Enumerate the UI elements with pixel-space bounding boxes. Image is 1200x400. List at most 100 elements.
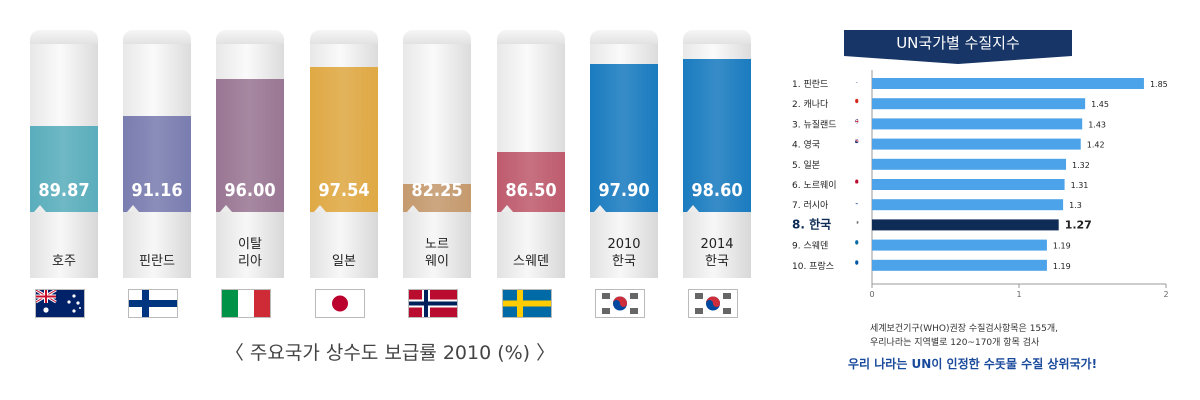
bar-value-label: 1.85 <box>1150 80 1168 89</box>
france-flag-icon <box>855 260 859 265</box>
label-notch <box>314 205 326 212</box>
canada-flag-icon <box>855 98 859 104</box>
tube-bar: 97.90 2010 한국 <box>590 30 658 278</box>
tube-bar: 91.16 핀란드 <box>123 30 191 278</box>
tube-label-panel <box>216 212 284 278</box>
russia-flag-icon <box>855 199 859 205</box>
bar-value-label: 1.3 <box>1069 201 1082 210</box>
bar-value-label: 1.42 <box>1087 141 1105 150</box>
bar-category-label: 10. 프랑스 <box>792 260 834 272</box>
tube-label-panel <box>590 212 658 278</box>
tube-label-panel <box>310 212 378 278</box>
bar-value-label: 1.27 <box>1065 218 1092 231</box>
horizontal-bar-chart: 0 1 2 1. 핀란드 1.85 2. 캐나다 1.45 3. 뉴질랜드 1.43 4. 영국 1… <box>792 70 1169 299</box>
bar-category-label: 3. 뉴질랜드 <box>792 118 837 130</box>
bar <box>872 239 1047 251</box>
left-chart: 89.87 호주 91.16 핀란드 96.00 이탈 리아 97.54 일본 82.25 노르 … <box>30 30 751 364</box>
bar-value-label: 1.31 <box>1071 181 1089 190</box>
bar <box>872 219 1059 231</box>
x-tick-label: 0 <box>869 290 874 299</box>
label-notch <box>34 205 46 212</box>
bar-category-label: 8. 한국 <box>792 216 831 231</box>
tube-cap <box>30 30 98 44</box>
australia-flag-icon <box>35 288 84 317</box>
bar <box>872 259 1047 271</box>
tube-category-label: 2014 한국 <box>700 237 734 269</box>
norway-flag-icon <box>409 290 457 317</box>
tube-cap <box>216 30 284 44</box>
x-tick-label: 2 <box>1163 290 1168 299</box>
finland-flag-icon <box>855 78 859 83</box>
sweden-flag-icon <box>855 240 859 245</box>
bar-value-label: 1.45 <box>1091 100 1109 109</box>
tube-value-label: 97.54 <box>318 180 370 201</box>
bar-value-label: 1.32 <box>1072 161 1090 170</box>
korea-flag-icon <box>689 290 737 317</box>
label-notch <box>687 205 699 212</box>
left-chart-title: 〈 주요국가 상수도 보급률 2010 (%) 〉 <box>224 342 556 364</box>
tube-value-label: 89.87 <box>38 180 90 201</box>
tube-value-label: 98.60 <box>691 180 743 201</box>
newzealand-flag-icon <box>855 118 859 124</box>
conclusion-text: 우리 나라는 UN이 인정한 수돗물 수질 상위국가! <box>848 357 1098 371</box>
bar-category-label: 2. 캐나다 <box>792 99 829 110</box>
tube-cap <box>403 30 471 44</box>
tube-category-label: 이탈 리아 <box>238 237 262 269</box>
tube-cap <box>123 30 191 44</box>
bar-value-label: 1.19 <box>1053 242 1071 251</box>
bar-value-label: 1.43 <box>1088 120 1106 129</box>
korea-flag-icon <box>855 219 859 225</box>
bar <box>872 158 1067 170</box>
label-notch <box>594 205 606 212</box>
tube-value-label: 82.25 <box>411 180 463 201</box>
bar <box>872 118 1083 130</box>
tube-bar: 96.00 이탈 리아 <box>216 30 284 278</box>
bar <box>872 138 1081 150</box>
bar <box>872 78 1144 89</box>
label-notch <box>127 205 139 212</box>
tube-value-label: 97.90 <box>598 180 650 201</box>
bar-category-label: 1. 핀란드 <box>792 78 828 90</box>
tube-category-label: 일본 <box>332 254 356 269</box>
bar-category-label: 7. 러시아 <box>792 200 829 211</box>
bar-category-label: 9. 스웨덴 <box>792 240 828 252</box>
japan-flag-icon <box>316 290 364 317</box>
finland-flag-icon <box>129 290 177 317</box>
tube-label-panel <box>123 212 191 278</box>
bar <box>872 98 1086 110</box>
korea-flag-icon <box>596 290 644 317</box>
norway-flag-icon <box>855 179 859 184</box>
tube-category-label: 호주 <box>52 254 76 269</box>
sweden-flag-icon <box>503 290 551 317</box>
label-notch <box>407 205 419 212</box>
tube-bar: 86.50 스웨덴 <box>497 30 565 278</box>
tube-label-panel <box>497 212 565 278</box>
label-notch <box>501 205 513 212</box>
tube-value-label: 91.16 <box>131 180 183 201</box>
tube-cap <box>683 30 751 44</box>
tube-label-panel <box>683 212 751 278</box>
japan-flag-icon <box>855 159 859 164</box>
tube-category-label: 핀란드 <box>139 254 175 269</box>
tube-cap <box>310 30 378 44</box>
tube-value-label: 86.50 <box>505 180 557 201</box>
tube-cap <box>590 30 658 44</box>
tube-cap <box>497 30 565 44</box>
x-tick-label: 1 <box>1016 290 1021 299</box>
tube-bar: 97.54 일본 <box>310 30 378 278</box>
tube-bar: 98.60 2014 한국 <box>683 30 751 278</box>
title-banner-tip <box>844 56 1072 64</box>
bar <box>872 199 1064 211</box>
bar-category-label: 4. 영국 <box>792 140 820 151</box>
tube-label-panel <box>30 212 98 278</box>
tube-category-label: 노르 웨이 <box>425 237 449 269</box>
right-chart-title: UN국가별 수질지수 <box>844 30 1072 56</box>
bar-category-label: 6. 노르웨이 <box>792 179 837 191</box>
tube-bar: 89.87 호주 <box>30 30 98 278</box>
footnote: 세계보건기구(WHO)권장 수질검사항목은 155개, 우리나라는 지역별로 1… <box>870 324 1059 348</box>
tube-label-panel <box>403 212 471 278</box>
tube-value-label: 96.00 <box>224 180 276 201</box>
tube-bar: 82.25 노르 웨이 <box>403 30 471 278</box>
uk-flag-icon <box>855 139 859 144</box>
tube-category-label: 스웨덴 <box>513 254 549 269</box>
